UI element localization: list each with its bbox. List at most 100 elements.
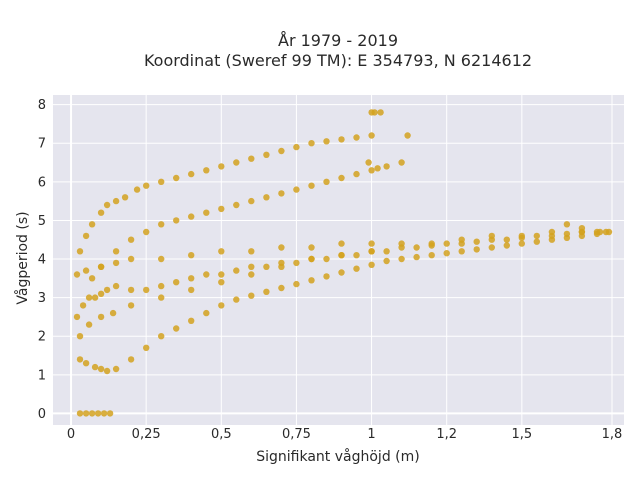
- data-point: [203, 309, 210, 317]
- data-point: [100, 410, 108, 417]
- chart-title-line-1: År 1979 - 2019: [278, 31, 398, 50]
- data-point: [97, 263, 105, 270]
- data-point: [323, 178, 330, 185]
- data-point: [133, 186, 141, 193]
- y-tick-label: 3: [38, 291, 46, 306]
- data-point: [323, 138, 330, 145]
- data-point: [377, 109, 384, 116]
- data-point: [248, 263, 255, 270]
- data-point: [173, 279, 180, 286]
- data-point: [158, 221, 165, 228]
- data-point: [76, 356, 84, 363]
- x-tick-label: 1,5: [511, 427, 532, 442]
- data-point: [103, 286, 111, 294]
- data-point: [353, 265, 360, 272]
- data-point: [173, 325, 180, 332]
- x-axis-label: Signifikant våghöjd (m): [256, 448, 419, 465]
- data-point: [413, 244, 420, 251]
- data-point: [127, 356, 135, 363]
- data-point: [368, 167, 375, 174]
- x-tick-label: 0: [67, 427, 75, 442]
- data-point: [82, 410, 90, 417]
- data-point: [158, 333, 165, 340]
- data-point: [88, 275, 96, 282]
- data-point: [203, 167, 210, 174]
- data-point: [263, 263, 270, 270]
- x-axis-ticks: 0 0,25 0,5 0,75 1 1,2 1,5 1,8: [67, 427, 622, 442]
- data-point: [518, 232, 525, 240]
- data-point: [121, 194, 129, 201]
- data-point: [353, 134, 360, 141]
- y-tick-label: 1: [38, 368, 46, 383]
- data-point: [88, 410, 96, 417]
- grid: [53, 95, 624, 425]
- data-points: [73, 109, 613, 417]
- y-tick-label: 4: [38, 253, 46, 268]
- data-point: [112, 197, 120, 205]
- data-point: [94, 410, 102, 417]
- data-point: [368, 240, 375, 247]
- data-point: [106, 410, 114, 417]
- data-point: [158, 255, 165, 263]
- data-point: [503, 236, 510, 243]
- data-point: [293, 280, 300, 288]
- data-point: [76, 410, 84, 417]
- data-point: [103, 201, 111, 209]
- plot-area: [53, 95, 624, 425]
- data-point: [82, 360, 90, 367]
- data-point: [308, 244, 315, 251]
- data-point: [73, 271, 81, 278]
- data-point: [233, 267, 240, 274]
- data-point: [143, 182, 150, 189]
- data-point: [293, 143, 300, 151]
- data-point: [188, 275, 195, 282]
- data-point: [365, 159, 372, 166]
- x-tick-label: 0,5: [211, 427, 232, 442]
- data-point: [112, 248, 120, 255]
- data-point: [458, 236, 465, 243]
- data-point: [248, 271, 255, 278]
- data-point: [76, 333, 84, 340]
- data-point: [338, 269, 345, 276]
- data-point: [413, 253, 420, 261]
- data-point: [371, 109, 378, 116]
- data-point: [308, 277, 315, 284]
- data-point: [353, 252, 360, 259]
- data-point: [605, 228, 613, 236]
- data-point: [248, 248, 255, 255]
- data-point: [563, 230, 571, 238]
- data-point: [127, 236, 135, 243]
- x-tick-label: 0,25: [132, 427, 161, 442]
- data-point: [548, 228, 556, 236]
- data-point: [85, 294, 93, 301]
- data-point: [203, 271, 210, 278]
- chart-title-line-2: Koordinat (Sweref 99 TM): E 354793, N 62…: [144, 51, 532, 70]
- data-point: [443, 240, 450, 247]
- data-point: [383, 248, 390, 255]
- data-point: [88, 221, 96, 228]
- data-point: [278, 263, 285, 270]
- data-point: [368, 261, 375, 268]
- data-point: [368, 248, 375, 255]
- y-tick-label: 0: [38, 407, 46, 422]
- data-point: [458, 248, 465, 255]
- data-point: [233, 201, 240, 209]
- data-point: [91, 363, 99, 371]
- data-point: [91, 294, 99, 301]
- data-point: [143, 228, 150, 236]
- data-point: [188, 286, 195, 294]
- data-point: [233, 159, 240, 166]
- data-point: [338, 240, 345, 247]
- data-point: [73, 313, 81, 321]
- data-point: [158, 178, 165, 185]
- data-point: [203, 209, 210, 216]
- data-point: [82, 267, 90, 274]
- data-point: [188, 252, 195, 259]
- data-point: [398, 240, 405, 247]
- data-point: [398, 255, 405, 263]
- data-point: [79, 302, 87, 309]
- data-point: [488, 244, 495, 251]
- data-point: [82, 232, 90, 240]
- data-point: [76, 248, 84, 255]
